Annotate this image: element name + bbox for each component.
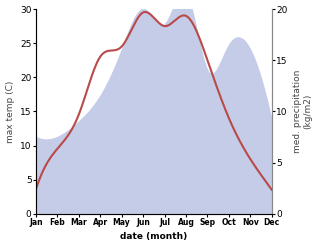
Y-axis label: med. precipitation
(kg/m2): med. precipitation (kg/m2) bbox=[293, 70, 313, 153]
Y-axis label: max temp (C): max temp (C) bbox=[5, 80, 15, 143]
X-axis label: date (month): date (month) bbox=[120, 232, 187, 242]
